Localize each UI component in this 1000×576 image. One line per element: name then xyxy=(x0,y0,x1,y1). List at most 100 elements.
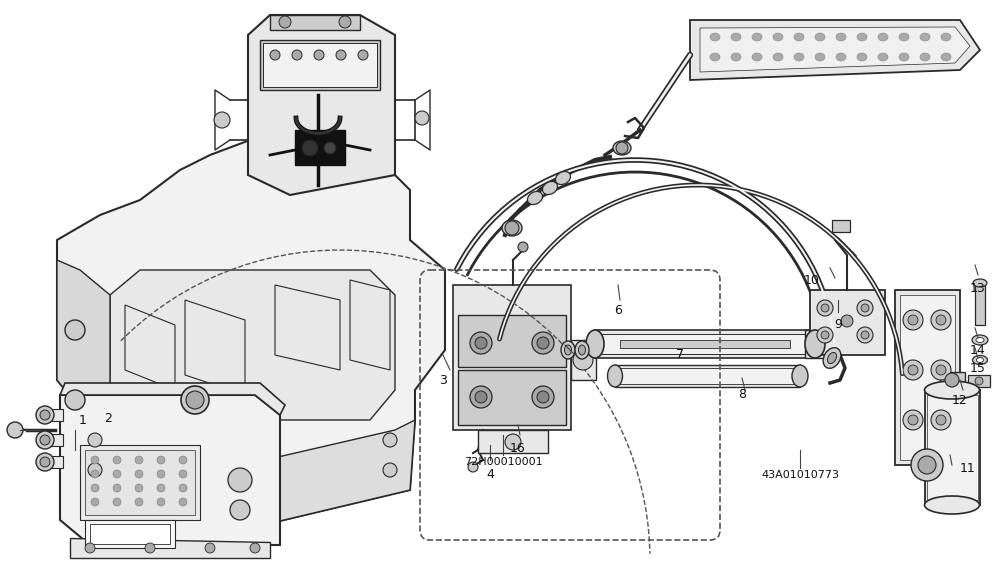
Text: 12: 12 xyxy=(952,393,968,407)
Polygon shape xyxy=(57,260,110,420)
Bar xyxy=(263,43,377,87)
Circle shape xyxy=(817,327,833,343)
Bar xyxy=(900,295,955,460)
Circle shape xyxy=(911,449,943,481)
Text: 16: 16 xyxy=(510,441,526,454)
Text: 43A01010773: 43A01010773 xyxy=(761,470,839,480)
Circle shape xyxy=(85,543,95,553)
Circle shape xyxy=(537,391,549,403)
Ellipse shape xyxy=(976,338,984,343)
Ellipse shape xyxy=(857,53,867,61)
Circle shape xyxy=(537,337,549,349)
Circle shape xyxy=(821,304,829,312)
Circle shape xyxy=(861,304,869,312)
Circle shape xyxy=(383,463,397,477)
Circle shape xyxy=(113,470,121,478)
Circle shape xyxy=(135,456,143,464)
Circle shape xyxy=(314,50,324,60)
Ellipse shape xyxy=(823,348,841,368)
Circle shape xyxy=(857,327,873,343)
Circle shape xyxy=(470,332,492,354)
Circle shape xyxy=(181,386,209,414)
Ellipse shape xyxy=(920,33,930,41)
Circle shape xyxy=(65,390,85,410)
Polygon shape xyxy=(57,130,445,540)
Ellipse shape xyxy=(752,33,762,41)
Polygon shape xyxy=(85,450,195,515)
Bar xyxy=(618,368,796,384)
Circle shape xyxy=(88,433,102,447)
Circle shape xyxy=(91,484,99,492)
Bar xyxy=(85,520,175,548)
Polygon shape xyxy=(275,285,340,370)
Circle shape xyxy=(91,470,99,478)
Circle shape xyxy=(821,331,829,339)
Circle shape xyxy=(91,498,99,506)
Ellipse shape xyxy=(815,33,825,41)
Circle shape xyxy=(975,377,983,385)
Circle shape xyxy=(292,50,302,60)
Circle shape xyxy=(908,415,918,425)
Bar xyxy=(45,456,63,468)
Circle shape xyxy=(179,470,187,478)
Bar xyxy=(595,330,815,358)
Polygon shape xyxy=(80,445,200,520)
Ellipse shape xyxy=(773,53,783,61)
Ellipse shape xyxy=(608,365,622,387)
Text: 14: 14 xyxy=(970,343,986,357)
Circle shape xyxy=(505,434,521,450)
Bar xyxy=(940,372,965,390)
Circle shape xyxy=(532,386,554,408)
Circle shape xyxy=(532,332,554,354)
Circle shape xyxy=(88,463,102,477)
Circle shape xyxy=(903,410,923,430)
Circle shape xyxy=(113,498,121,506)
Ellipse shape xyxy=(899,53,909,61)
Circle shape xyxy=(135,484,143,492)
Ellipse shape xyxy=(878,53,888,61)
Polygon shape xyxy=(155,455,255,502)
Circle shape xyxy=(302,140,318,156)
Ellipse shape xyxy=(924,381,980,399)
Ellipse shape xyxy=(561,341,575,359)
Circle shape xyxy=(936,365,946,375)
Circle shape xyxy=(616,142,628,154)
Ellipse shape xyxy=(857,33,867,41)
Circle shape xyxy=(279,16,291,28)
Circle shape xyxy=(157,470,165,478)
Circle shape xyxy=(415,111,429,125)
Ellipse shape xyxy=(920,53,930,61)
Bar xyxy=(968,375,990,387)
Polygon shape xyxy=(185,300,245,395)
Text: 9: 9 xyxy=(834,319,842,332)
Polygon shape xyxy=(350,280,390,370)
Bar xyxy=(810,290,885,355)
Ellipse shape xyxy=(613,141,631,155)
Bar xyxy=(832,220,850,232)
Circle shape xyxy=(857,300,873,316)
Bar xyxy=(925,390,980,505)
Circle shape xyxy=(135,498,143,506)
Circle shape xyxy=(470,386,492,408)
Circle shape xyxy=(145,543,155,553)
Circle shape xyxy=(135,470,143,478)
Text: 6: 6 xyxy=(614,304,622,316)
Ellipse shape xyxy=(941,33,951,41)
Circle shape xyxy=(383,433,397,447)
Circle shape xyxy=(903,360,923,380)
Polygon shape xyxy=(270,15,360,30)
Circle shape xyxy=(918,456,936,474)
Polygon shape xyxy=(453,285,571,430)
Circle shape xyxy=(91,456,99,464)
Ellipse shape xyxy=(805,330,825,358)
Ellipse shape xyxy=(752,53,762,61)
Circle shape xyxy=(179,498,187,506)
Polygon shape xyxy=(60,395,280,545)
Ellipse shape xyxy=(976,358,984,362)
Polygon shape xyxy=(248,15,395,195)
Text: 72H00010001: 72H00010001 xyxy=(464,457,542,467)
Circle shape xyxy=(36,453,54,471)
Ellipse shape xyxy=(815,53,825,61)
Polygon shape xyxy=(145,450,260,510)
Circle shape xyxy=(908,365,918,375)
